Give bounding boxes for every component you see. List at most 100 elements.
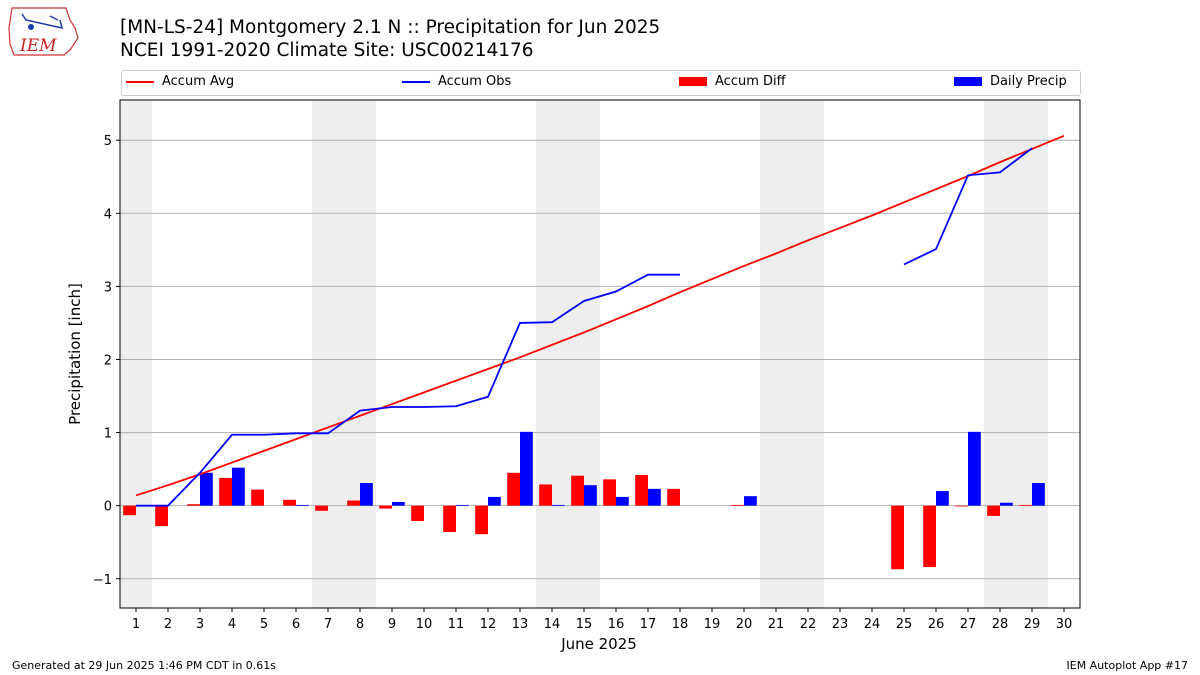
- x-tick-label: 17: [640, 617, 657, 632]
- y-tick-label: 5: [104, 134, 112, 149]
- x-tick-label: 14: [544, 617, 561, 632]
- accum-diff-bar: [891, 505, 904, 570]
- x-tick-label: 30: [1056, 617, 1073, 632]
- legend-item-accum-diff: Accum Diff: [679, 74, 786, 89]
- weekend-shade: [760, 100, 792, 608]
- accum-diff-bar: [1019, 504, 1032, 506]
- y-tick-label: 4: [104, 207, 112, 222]
- x-tick-label: 4: [228, 617, 236, 632]
- y-tick-label: −1: [93, 573, 112, 588]
- y-tick-label: 2: [104, 353, 112, 368]
- accum-diff-bar: [475, 505, 488, 535]
- app-credit: IEM Autoplot App #17: [1066, 659, 1189, 672]
- chart-subtitle: NCEI 1991-2020 Climate Site: USC00214176: [120, 40, 534, 61]
- daily-precip-bar: [200, 472, 213, 506]
- weekend-shade: [344, 100, 376, 608]
- x-tick-label: 9: [388, 617, 396, 632]
- chart-title: [MN-LS-24] Montgomery 2.1 N :: Precipita…: [120, 17, 661, 38]
- accum-diff-bar: [571, 475, 584, 506]
- x-tick-label: 18: [672, 617, 689, 632]
- legend: Accum Avg Accum Obs Accum Diff Daily Pre…: [121, 70, 1081, 96]
- weekend-shade: [120, 100, 152, 608]
- x-tick-label: 8: [356, 617, 364, 632]
- accum-diff-bar: [539, 484, 552, 506]
- legend-label: Accum Avg: [162, 74, 235, 89]
- weekend-shade: [984, 100, 1016, 608]
- accum-diff-bar: [635, 474, 648, 506]
- x-tick-label: 24: [864, 617, 881, 632]
- legend-item-accum-obs: Accum Obs: [402, 74, 511, 89]
- x-tick-label: 19: [704, 617, 721, 632]
- accum-diff-bar: [507, 472, 520, 506]
- accum-diff-bar: [955, 505, 968, 507]
- y-tick-label: 1: [104, 427, 112, 442]
- daily-precip-bar: [584, 485, 597, 506]
- x-tick-label: 5: [260, 617, 268, 632]
- daily-precip-bar: [392, 502, 405, 506]
- accum-diff-bar: [443, 505, 456, 532]
- x-tick-label: 21: [768, 617, 785, 632]
- accum-diff-bar: [347, 500, 360, 506]
- daily-precip-bar: [488, 496, 501, 506]
- x-tick-label: 6: [292, 617, 300, 632]
- weekend-shade: [536, 100, 568, 608]
- x-tick-label: 22: [800, 617, 817, 632]
- x-tick-label: 15: [576, 617, 593, 632]
- daily-precip-bar: [296, 504, 309, 506]
- weather-vane-icon: [21, 13, 64, 29]
- weekend-shade: [568, 100, 600, 608]
- daily-precip-bar: [552, 504, 565, 506]
- y-tick-label: 0: [104, 500, 112, 515]
- daily-precip-bar: [648, 488, 661, 506]
- accum-diff-bar: [603, 479, 616, 506]
- x-tick-label: 11: [448, 617, 465, 632]
- accum-diff-bar: [923, 505, 936, 568]
- daily-precip-bar: [456, 504, 469, 506]
- daily-precip-bar: [1032, 483, 1045, 506]
- station-dot-icon: [28, 24, 34, 30]
- iem-logo: IEM: [8, 7, 79, 56]
- daily-precip-bar: [936, 491, 949, 506]
- weekend-shade: [792, 100, 824, 608]
- accum-diff-bar: [219, 477, 232, 506]
- weekend-shade: [312, 100, 344, 608]
- legend-label: Accum Obs: [438, 74, 512, 89]
- accum-diff-bar: [315, 505, 328, 511]
- accum-diff-bar: [123, 505, 136, 516]
- generated-timestamp: Generated at 29 Jun 2025 1:46 PM CDT in …: [12, 659, 277, 672]
- x-tick-label: 23: [832, 617, 849, 632]
- accum-diff-bar: [667, 488, 680, 506]
- daily-precip-bar: [520, 431, 533, 506]
- x-tick-label: 7: [324, 617, 332, 632]
- legend-swatch: [402, 80, 430, 83]
- accum-obs-line: [136, 273, 680, 507]
- x-tick-label: 29: [1024, 617, 1041, 632]
- accum-diff-bar: [155, 505, 168, 527]
- accum-diff-bar: [251, 489, 264, 506]
- logo-text: IEM: [19, 36, 57, 56]
- accum-diff-bar: [379, 505, 392, 509]
- x-tick-label: 13: [512, 617, 529, 632]
- x-tick-label: 1: [132, 617, 140, 632]
- x-tick-label: 20: [736, 617, 753, 632]
- daily-precip-bar: [360, 483, 373, 506]
- legend-item-accum-avg: Accum Avg: [126, 74, 234, 89]
- accum-diff-bar: [411, 505, 424, 522]
- y-axis-label: Precipitation [inch]: [66, 283, 84, 425]
- x-tick-label: 26: [928, 617, 945, 632]
- x-axis-label: June 2025: [560, 635, 637, 653]
- daily-precip-bar: [232, 467, 245, 506]
- accum-diff-bar: [283, 499, 296, 506]
- x-tick-label: 12: [480, 617, 497, 632]
- plot-frame: [119, 99, 1081, 609]
- accum-diff-bar: [187, 504, 200, 506]
- accum-diff-bar: [987, 505, 1000, 516]
- x-tick-label: 28: [992, 617, 1009, 632]
- y-tick-label: 3: [104, 280, 112, 295]
- accum-diff-bar: [731, 504, 744, 506]
- daily-precip-bar: [968, 431, 981, 506]
- accum-avg-line: [135, 134, 1065, 497]
- daily-precip-bar: [616, 496, 629, 506]
- daily-precip-bar: [744, 496, 757, 506]
